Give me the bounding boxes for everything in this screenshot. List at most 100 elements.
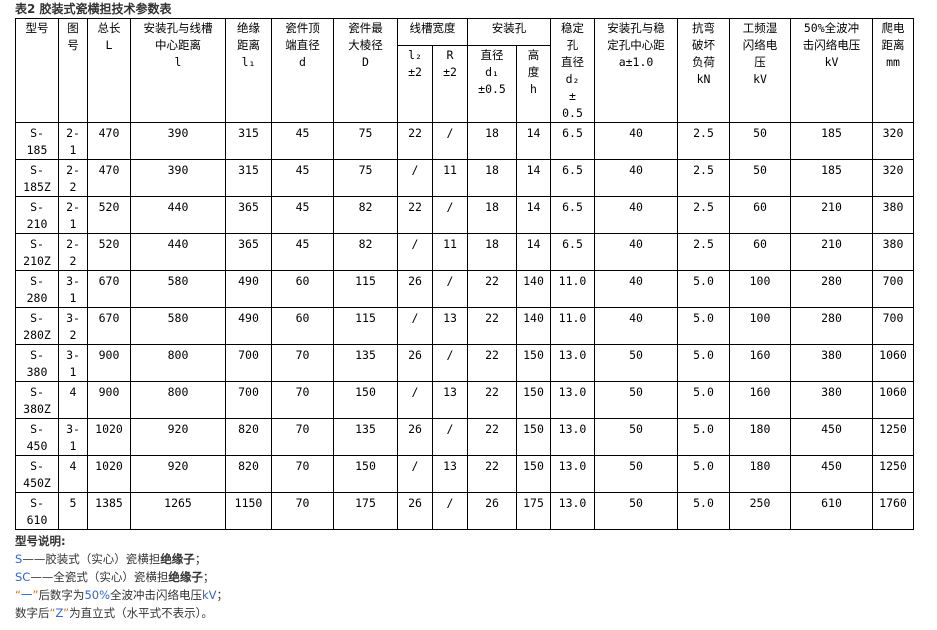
table-cell: 50 bbox=[594, 455, 678, 493]
table-cell: 315 bbox=[225, 159, 272, 197]
header-subrow: l₂ ±2 R ±2 直径 d₁ ±0.5 高 度 h bbox=[16, 45, 914, 123]
column-header: 安装孔与稳 定孔中心距 a±1.0 bbox=[594, 18, 678, 123]
note-text: 后数字为 bbox=[38, 588, 85, 602]
table-cell: 11 bbox=[432, 159, 468, 197]
table-cell: 2.5 bbox=[677, 122, 730, 160]
note-line-s: S——胶装式（实心）瓷横担绝缘子； bbox=[15, 550, 937, 568]
table-cell: 60 bbox=[271, 307, 334, 345]
table-cell: 6.5 bbox=[550, 122, 595, 160]
model-cell: S- 450Z bbox=[15, 455, 59, 493]
column-header: 总长 L bbox=[87, 18, 131, 123]
table-cell: 45 bbox=[271, 196, 334, 234]
table-cell: 320 bbox=[872, 122, 914, 160]
table-cell: 150 bbox=[516, 418, 551, 456]
note-text: 全波冲击闪络电压 bbox=[110, 588, 202, 602]
table-cell: 13.0 bbox=[550, 344, 595, 382]
table-cell: 50 bbox=[594, 344, 678, 382]
table-cell: / bbox=[432, 122, 468, 160]
table-cell: 280 bbox=[790, 270, 873, 308]
table-cell: 1265 bbox=[130, 492, 226, 530]
table-cell: 18 bbox=[467, 233, 517, 271]
table-cell: / bbox=[432, 418, 468, 456]
note-pct: 50% bbox=[84, 588, 110, 602]
table-row: S- 280 3- 1 670 580 490 60 115 26/22 140 11.0 40 5.… bbox=[15, 270, 914, 308]
table-cell: 5.0 bbox=[677, 344, 730, 382]
column-header: 稳定 孔 直径 d₂ ± 0.5 bbox=[550, 18, 595, 123]
table-cell: 1060 bbox=[872, 344, 914, 382]
notes-heading: 型号说明: bbox=[15, 534, 66, 548]
table-cell: 13 bbox=[432, 307, 468, 345]
table-cell: 75 bbox=[333, 122, 398, 160]
note-link[interactable]: 绝缘子 bbox=[168, 570, 203, 584]
table-cell: 2- 2 bbox=[58, 159, 88, 197]
table-cell: 70 bbox=[271, 492, 334, 530]
table-cell: 490 bbox=[225, 307, 272, 345]
table-cell: 40 bbox=[594, 307, 678, 345]
table-cell: 3- 1 bbox=[58, 270, 88, 308]
table-cell: 1250 bbox=[872, 455, 914, 493]
table-cell: 60 bbox=[729, 233, 791, 271]
table-cell: 380 bbox=[872, 233, 914, 271]
note-dash: —— bbox=[30, 570, 54, 584]
table-cell: 50 bbox=[594, 492, 678, 530]
table-cell: 70 bbox=[271, 418, 334, 456]
table-cell: 2- 2 bbox=[58, 233, 88, 271]
note-link[interactable]: 绝缘子 bbox=[160, 552, 195, 566]
table-cell: 2- 1 bbox=[58, 122, 88, 160]
table-cell: 280 bbox=[790, 307, 873, 345]
table-cell: 11.0 bbox=[550, 270, 595, 308]
table-cell: 250 bbox=[729, 492, 791, 530]
table-cell: 50 bbox=[729, 122, 791, 160]
table-cell: 18 bbox=[467, 122, 517, 160]
table-cell: 18 bbox=[467, 159, 517, 197]
table-cell: 800 bbox=[130, 381, 226, 419]
table-cell: 365 bbox=[225, 196, 272, 234]
table-cell: 670 bbox=[87, 270, 131, 308]
model-notes: 型号说明: S——胶装式（实心）瓷横担绝缘子； SC——全瓷式（实心）瓷横担绝缘… bbox=[15, 532, 937, 622]
model-cell: S- 280Z bbox=[15, 307, 59, 345]
table-row: S- 280Z 3- 2 670 580 490 60 115/13 22 140 11.0 40 5… bbox=[15, 307, 914, 345]
table-cell: 26 bbox=[397, 492, 433, 530]
table-cell: 450 bbox=[790, 418, 873, 456]
table-cell: 14 bbox=[516, 159, 551, 197]
table-cell: 140 bbox=[516, 270, 551, 308]
quote: “ bbox=[49, 606, 56, 620]
column-subheader: 直径 d₁ ±0.5 bbox=[467, 45, 517, 123]
table-cell: 22 bbox=[467, 307, 517, 345]
table-cell: 4 bbox=[58, 381, 88, 419]
table-cell: 470 bbox=[87, 122, 131, 160]
column-header: 抗弯 破坏 负荷 kN bbox=[677, 18, 730, 123]
table-cell: 150 bbox=[516, 455, 551, 493]
table-cell: 380 bbox=[790, 381, 873, 419]
table-cell: 50 bbox=[594, 418, 678, 456]
table-cell: 40 bbox=[594, 159, 678, 197]
table-row: S- 210 2- 1 520 440 365 45 82 22/18 14 6.5 40 2.5 60… bbox=[15, 196, 914, 234]
table-cell: 70 bbox=[271, 344, 334, 382]
note-code: SC bbox=[15, 570, 31, 584]
table-cell: 14 bbox=[516, 233, 551, 271]
table-cell: 440 bbox=[130, 196, 226, 234]
table-cell: 520 bbox=[87, 196, 131, 234]
table-title: 表2 胶装式瓷横担技术参数表 bbox=[15, 2, 172, 16]
table-cell: 700 bbox=[225, 344, 272, 382]
table-cell: 75 bbox=[333, 159, 398, 197]
table-cell: 580 bbox=[130, 307, 226, 345]
note-line-dash: “一”后数字为50%全波冲击闪络电压kV； bbox=[15, 586, 937, 604]
table-cell: 700 bbox=[872, 270, 914, 308]
table-cell: 3- 1 bbox=[58, 344, 88, 382]
quote: “ bbox=[15, 588, 21, 602]
table-cell: 1020 bbox=[87, 455, 131, 493]
table-cell: 5.0 bbox=[677, 307, 730, 345]
note-line-sc: SC——全瓷式（实心）瓷横担绝缘子； bbox=[15, 568, 937, 586]
table-cell: / bbox=[397, 381, 433, 419]
table-cell: 490 bbox=[225, 270, 272, 308]
table-cell: 175 bbox=[516, 492, 551, 530]
table-cell: 22 bbox=[397, 196, 433, 234]
model-cell: S- 185 bbox=[15, 122, 59, 160]
table-cell: 45 bbox=[271, 233, 334, 271]
table-cell: 22 bbox=[467, 270, 517, 308]
